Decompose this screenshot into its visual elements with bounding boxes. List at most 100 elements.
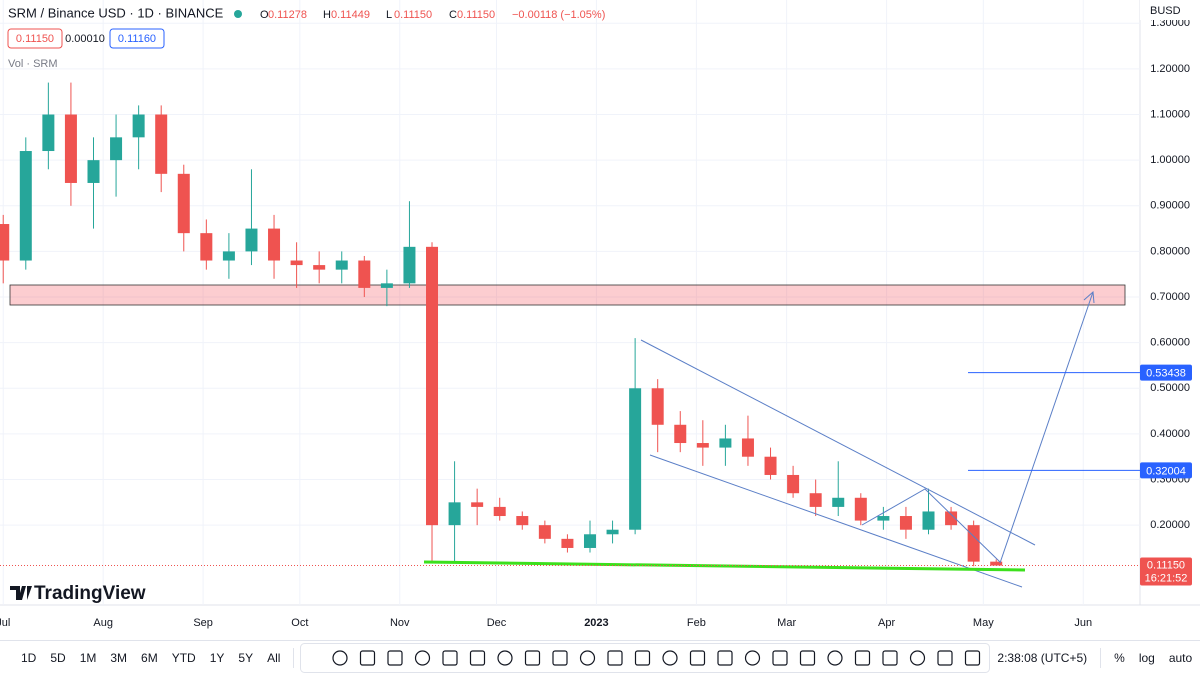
candle-body (854, 497, 867, 521)
y-tick-label: 1.30000 (1150, 17, 1190, 29)
candle-body (967, 525, 980, 562)
candle-body (629, 388, 642, 530)
tool-icon[interactable] (717, 650, 734, 666)
tool-icon[interactable] (635, 650, 651, 666)
range-button[interactable]: All (267, 651, 281, 665)
level-tag (1140, 364, 1192, 381)
x-tick-label: Jul (0, 617, 10, 629)
currency: BUSD (1150, 5, 1181, 17)
tool-icon[interactable] (662, 650, 679, 666)
x-tick-label: Nov (390, 617, 410, 629)
y-tick-label: 0.70000 (1150, 291, 1190, 303)
candle-body (471, 502, 484, 507)
candle-body (651, 388, 664, 425)
candle-body (583, 534, 596, 548)
tool-icon[interactable] (800, 650, 816, 666)
tool-icon[interactable] (580, 650, 596, 666)
tool-icon[interactable] (607, 650, 624, 666)
tool-icon[interactable] (525, 650, 541, 666)
scale-option[interactable]: auto (1168, 651, 1193, 665)
tool-icon[interactable] (937, 650, 954, 666)
tool-icon[interactable] (387, 650, 404, 666)
ohlc-key: L (386, 9, 392, 21)
x-tick-label: Dec (487, 617, 507, 629)
candle-body (64, 114, 77, 183)
candle-body (787, 474, 800, 494)
sell-price: 0.11150 (16, 33, 54, 45)
range-button[interactable]: YTD (171, 651, 196, 665)
candle-body (42, 114, 55, 152)
range-button[interactable]: 6M (141, 651, 158, 665)
tool-icon[interactable] (470, 650, 486, 666)
candle-body (922, 511, 935, 530)
candle-body (696, 443, 709, 448)
range-button[interactable]: 1Y (209, 651, 225, 665)
drawing-toolbar (300, 643, 991, 673)
candle-body (741, 438, 754, 457)
buy-box[interactable] (109, 28, 165, 49)
buy-price: 0.11160 (118, 33, 156, 45)
tool-icon[interactable] (745, 650, 761, 666)
candle-body (222, 251, 235, 261)
separator (293, 648, 295, 668)
time: 2:38:08 (UTC+5) (997, 651, 1088, 665)
tool-icon[interactable] (332, 650, 349, 666)
x-tick-label: 2023 (584, 617, 608, 629)
ohlc-key: C (449, 9, 457, 21)
candle-body (110, 137, 123, 161)
axis-currency-bg (1140, 0, 1200, 20)
x-tick-label: Apr (878, 617, 895, 629)
tool-icon[interactable] (360, 650, 376, 666)
target-arrow (999, 291, 1094, 564)
tool-icon[interactable] (442, 650, 459, 666)
bottom-bar: 1D 5D 1M 3M 6M YTD 1Y 5Y All 2:38:08 (UTC+5)% log a… (0, 640, 1200, 675)
candle-body (538, 525, 551, 539)
brand-logo (10, 586, 32, 600)
tool-icon[interactable] (497, 650, 514, 666)
range-button[interactable]: 3M (110, 651, 128, 665)
y-tick-label: 0.90000 (1150, 200, 1190, 212)
range-button[interactable]: 5Y (238, 651, 254, 665)
candle-body (155, 114, 168, 174)
tool-icon[interactable] (552, 650, 569, 666)
candle-body (87, 160, 100, 183)
tool-icon[interactable] (965, 650, 981, 666)
range-button[interactable]: 5D (50, 651, 66, 665)
chart: 0.200000.300000.400000.500000.600000.700… (0, 0, 1200, 629)
candle-body (177, 173, 190, 234)
sell-box[interactable] (7, 28, 63, 49)
x-tick-label: Aug (93, 617, 113, 629)
scale-option[interactable]: % (1114, 651, 1125, 665)
arrow-head (1083, 290, 1095, 304)
trendline (649, 454, 1023, 588)
level-label: 0.32004 (1146, 465, 1186, 477)
tool-icon[interactable] (690, 650, 706, 666)
range-button[interactable]: 1D (21, 651, 37, 665)
candle-body (19, 151, 32, 261)
candle-body (132, 114, 145, 138)
tool-icon[interactable] (772, 650, 789, 666)
tool-icon[interactable] (855, 650, 871, 666)
y-tick-label: 0.60000 (1150, 337, 1190, 349)
tool-icon[interactable] (827, 650, 844, 666)
ohlc-key: O (260, 9, 269, 21)
trendline (640, 339, 1036, 546)
candle-body (313, 265, 326, 270)
countdown: 16:21:52 (1145, 572, 1188, 584)
candle-body (516, 516, 529, 526)
range-button[interactable]: 1M (79, 651, 97, 665)
trendline (861, 488, 1001, 563)
tool-icon[interactable] (882, 650, 899, 666)
separator (1100, 648, 1102, 668)
tool-icon[interactable] (415, 650, 431, 666)
candle-body (493, 506, 506, 517)
y-tick-label: 1.20000 (1150, 63, 1190, 75)
candle-body (335, 260, 348, 270)
last-price-label: 0.11150 (1147, 559, 1185, 571)
level-tag (1140, 462, 1192, 479)
x-tick-label: Sep (193, 617, 213, 629)
tool-icon[interactable] (910, 650, 926, 666)
x-tick-label: Mar (777, 617, 796, 629)
scale-option[interactable]: log (1138, 651, 1155, 665)
